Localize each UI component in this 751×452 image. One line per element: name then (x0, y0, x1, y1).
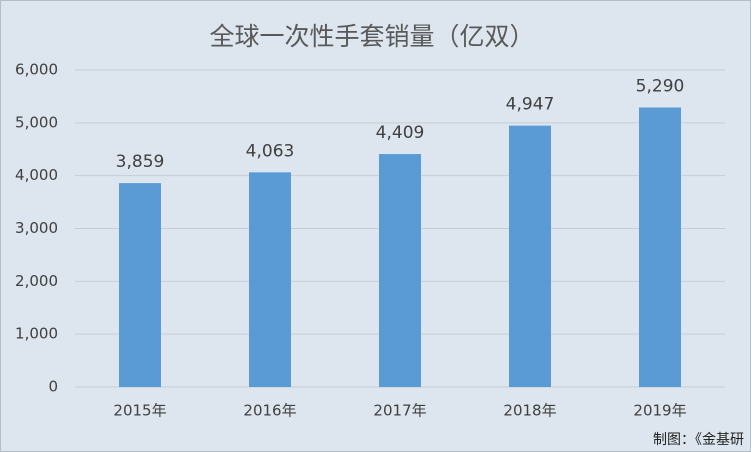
y-tick-label: 0 (48, 378, 58, 396)
value-label: 4,947 (506, 95, 555, 115)
bar (119, 183, 161, 387)
bar (379, 154, 421, 387)
x-tick-label: 2016年 (243, 402, 296, 420)
x-tick-label: 2015年 (113, 402, 166, 420)
y-tick-label: 1,000 (15, 325, 58, 343)
bar (509, 125, 551, 388)
value-label: 4,063 (246, 141, 295, 161)
y-tick-label: 2,000 (15, 272, 58, 290)
y-tick-label: 5,000 (15, 113, 58, 131)
y-tick-label: 6,000 (15, 61, 58, 79)
value-label: 5,290 (636, 77, 685, 97)
y-tick-label: 4,000 (15, 166, 58, 184)
x-tick-label: 2019年 (633, 402, 686, 420)
y-tick-label: 3,000 (15, 219, 58, 237)
source-note: 制图：《金基研 (653, 431, 744, 448)
x-tick-label: 2017年 (373, 402, 426, 420)
bar (249, 172, 291, 387)
x-tick-label: 2018年 (503, 402, 556, 420)
chart-title: 全球一次性手套销量（亿双） (209, 22, 534, 51)
bar (639, 107, 681, 388)
value-label: 4,409 (376, 123, 425, 143)
value-label: 3,859 (116, 152, 165, 172)
